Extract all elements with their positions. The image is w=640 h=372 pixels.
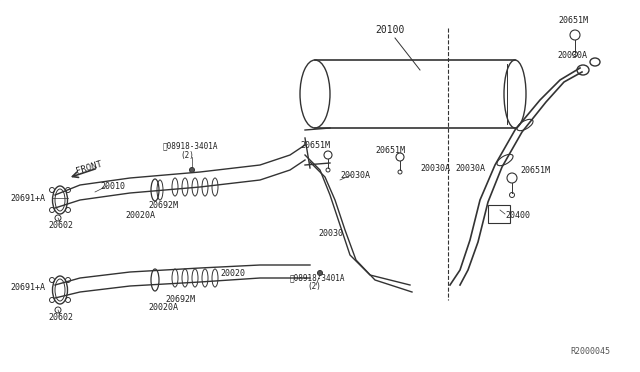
Text: 20651M: 20651M — [520, 166, 550, 174]
Circle shape — [317, 270, 323, 276]
Text: 20602: 20602 — [48, 314, 73, 323]
Text: 20100: 20100 — [375, 25, 404, 35]
Text: 20400: 20400 — [505, 211, 530, 219]
Circle shape — [189, 167, 195, 173]
Bar — [488, 205, 510, 223]
Text: 20691+A: 20691+A — [10, 283, 45, 292]
Text: ⓝ08918-3401A: ⓝ08918-3401A — [290, 273, 346, 282]
Text: 20020: 20020 — [220, 269, 245, 278]
Text: 20010: 20010 — [100, 182, 125, 190]
Text: (2): (2) — [307, 282, 321, 292]
Text: 20651M: 20651M — [300, 141, 330, 150]
Text: 20030A: 20030A — [557, 51, 587, 60]
Text: (2): (2) — [180, 151, 194, 160]
Text: 20030A: 20030A — [340, 170, 370, 180]
Text: 20691+A: 20691+A — [10, 193, 45, 202]
Text: ⓝ08918-3401A: ⓝ08918-3401A — [163, 141, 218, 151]
Text: FRONT: FRONT — [75, 160, 103, 176]
Text: 20651M: 20651M — [558, 16, 588, 25]
Text: 20692M: 20692M — [148, 201, 178, 209]
Text: 20030A: 20030A — [455, 164, 485, 173]
Text: 20692M: 20692M — [165, 295, 195, 305]
Text: 20030: 20030 — [318, 228, 343, 237]
Text: R2000045: R2000045 — [570, 347, 610, 356]
Text: 20020A: 20020A — [125, 211, 155, 219]
Text: 20651M: 20651M — [375, 145, 405, 154]
Text: 20020A: 20020A — [148, 304, 178, 312]
Text: 20030A: 20030A — [420, 164, 450, 173]
Text: 20602: 20602 — [48, 221, 73, 230]
